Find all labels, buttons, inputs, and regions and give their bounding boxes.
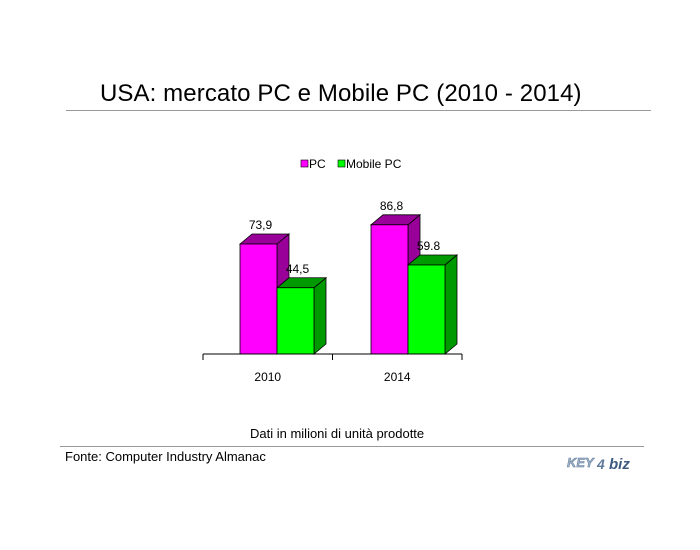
- svg-text:4: 4: [596, 456, 605, 472]
- chart-subtitle: Dati in milioni di unità prodotte: [250, 426, 425, 441]
- data-label: 44,5: [286, 262, 310, 276]
- legend-label: Mobile PC: [346, 157, 402, 171]
- legend-swatch: [337, 159, 346, 168]
- bar-side: [444, 254, 458, 355]
- source-note: Fonte: Computer Industry Almanac: [65, 449, 266, 464]
- data-label: 73,9: [249, 218, 273, 232]
- footer-divider: [60, 446, 644, 447]
- bar-front: [407, 264, 446, 355]
- title-divider: [66, 110, 651, 111]
- bar-side: [313, 276, 327, 355]
- legend-label: PC: [309, 157, 326, 171]
- svg-text:KEY: KEY: [567, 455, 595, 470]
- chart-title: USA: mercato PC e Mobile PC (2010 - 2014…: [100, 80, 582, 107]
- bar-front: [239, 243, 278, 355]
- x-tick-label: 2010: [254, 370, 281, 384]
- data-label: 59.8: [417, 239, 441, 253]
- legend-swatch: [300, 159, 309, 168]
- bar-front: [276, 287, 315, 355]
- chart-legend: PC Mobile PC: [300, 157, 402, 171]
- x-tick-label: 2014: [384, 370, 411, 384]
- data-label: 86,8: [380, 199, 404, 213]
- bar-mobile-pc-2010: [275, 276, 328, 355]
- bar-front: [370, 224, 409, 355]
- svg-text:biz: biz: [609, 456, 630, 472]
- x-axis: 2010 2014: [202, 353, 463, 384]
- key4biz-logo: KEY 4 biz: [567, 455, 631, 472]
- chart-bars: 73,9 86,8 44,5 59.8: [238, 199, 459, 355]
- bar-mobile-pc-2014: [406, 254, 459, 355]
